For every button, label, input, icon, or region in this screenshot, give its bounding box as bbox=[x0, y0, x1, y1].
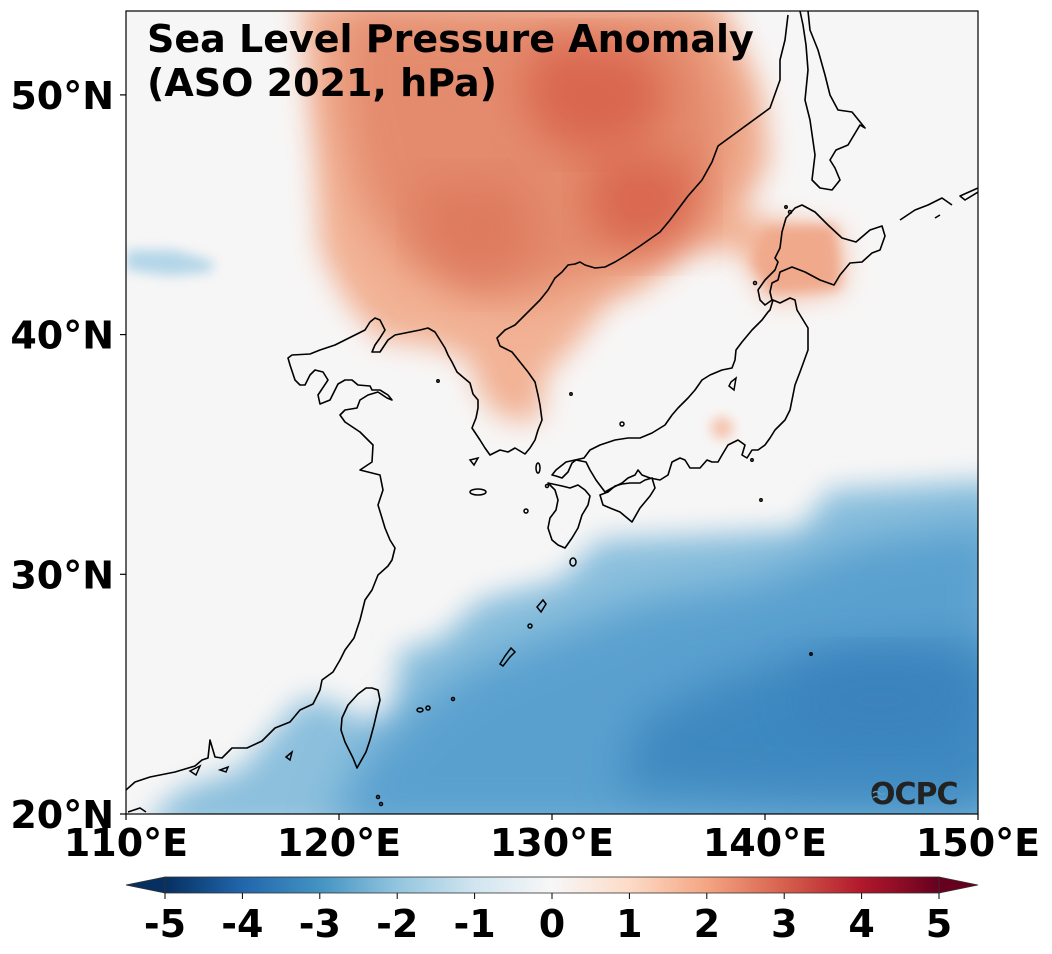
island bbox=[450, 696, 456, 702]
colorbar-ticks: -5 -4 -3 -2 -1 0 1 2 3 4 5 bbox=[144, 893, 952, 946]
y-axis: 20°N 30°N 40°N 50°N bbox=[10, 74, 126, 837]
colorbar-extend-high bbox=[938, 876, 979, 894]
colorbar-extend-low bbox=[125, 876, 166, 894]
island bbox=[436, 379, 440, 383]
island bbox=[544, 483, 550, 489]
island bbox=[523, 508, 529, 514]
island-hongkong bbox=[284, 749, 294, 762]
island-rebun bbox=[787, 209, 793, 215]
island bbox=[809, 652, 813, 656]
colorbar-tick-label: 4 bbox=[848, 902, 874, 946]
island-amami bbox=[536, 598, 547, 614]
coastline-china-korea-mainland bbox=[126, 14, 789, 791]
island-okinawa bbox=[498, 646, 517, 668]
island bbox=[375, 794, 381, 800]
island bbox=[468, 456, 480, 467]
island bbox=[759, 498, 763, 502]
y-tick-label: 30°N bbox=[10, 553, 114, 597]
ocpc-logo: OCPC bbox=[870, 777, 959, 812]
island-sado bbox=[728, 376, 738, 392]
island bbox=[527, 623, 533, 629]
x-axis: 110°E 120°E 130°E 140°E 150°E bbox=[64, 814, 1040, 865]
ocpc-logo-wave-icon bbox=[872, 790, 886, 801]
island bbox=[188, 764, 202, 777]
positive-anomaly-core-2 bbox=[585, 150, 700, 255]
island bbox=[378, 801, 384, 807]
colorbar-tick-label: 2 bbox=[694, 902, 720, 946]
x-tick-label: 120°E bbox=[277, 821, 401, 865]
positive-anomaly-field bbox=[301, 11, 842, 439]
coastlines bbox=[126, 11, 978, 813]
island-tsushima bbox=[535, 462, 541, 474]
small-islands bbox=[127, 205, 813, 813]
colorbar-tick-label: -1 bbox=[453, 902, 495, 946]
coastline-kuril-islands bbox=[899, 187, 978, 221]
coastline-taiwan bbox=[340, 687, 381, 769]
colorbar-tick-label: -5 bbox=[144, 902, 186, 946]
x-tick-label: 150°E bbox=[916, 821, 1040, 865]
x-tick-label: 130°E bbox=[490, 821, 614, 865]
island bbox=[569, 392, 573, 396]
map-title-line2: (ASO 2021, hPa) bbox=[147, 61, 497, 105]
island-miyako bbox=[416, 707, 424, 713]
y-tick-label: 50°N bbox=[10, 74, 114, 118]
honshu-positive-spot bbox=[711, 417, 733, 439]
island-okushiri bbox=[752, 280, 758, 286]
colorbar-tick-label: 5 bbox=[926, 902, 952, 946]
y-tick-label: 40°N bbox=[10, 314, 114, 358]
coastline-honshu bbox=[551, 297, 809, 493]
island bbox=[750, 458, 754, 462]
ocpc-logo-text: OCPC bbox=[870, 777, 958, 812]
colorbar-tick-label: 3 bbox=[771, 902, 797, 946]
coastline-kyushu bbox=[547, 482, 591, 549]
map-title-line1: Sea Level Pressure Anomaly bbox=[147, 17, 754, 61]
negative-anomaly-peak bbox=[790, 655, 970, 745]
colorbar-tick-label: 1 bbox=[616, 902, 642, 946]
island bbox=[217, 765, 230, 773]
west-edge-negative-anomaly bbox=[126, 250, 215, 276]
island-yakushima bbox=[569, 557, 577, 567]
y-tick-label: 20°N bbox=[10, 793, 114, 837]
colorbar-bar bbox=[164, 876, 940, 894]
negative-anomaly-field bbox=[126, 250, 978, 814]
island-hainan-edge bbox=[127, 807, 147, 813]
positive-anomaly-core-3 bbox=[420, 180, 540, 290]
plot-area: Sea Level Pressure Anomaly (ASO 2021, hP… bbox=[126, 11, 978, 814]
colorbar: -5 -4 -3 -2 -1 0 1 2 3 4 5 bbox=[125, 876, 979, 946]
colorbar-tick-label: -3 bbox=[299, 902, 341, 946]
coastline-sakhalin bbox=[799, 11, 866, 191]
island bbox=[425, 705, 431, 711]
positive-anomaly-core-1 bbox=[520, 40, 670, 150]
island-jeju bbox=[469, 488, 487, 496]
coastline-shikoku bbox=[599, 477, 656, 523]
colorbar-tick-label: -4 bbox=[221, 902, 263, 946]
x-tick-label: 110°E bbox=[64, 821, 188, 865]
x-tick-label: 140°E bbox=[703, 821, 827, 865]
colorbar-tick-label: -2 bbox=[376, 902, 418, 946]
hokkaido-positive-anomaly bbox=[752, 225, 840, 292]
colorbar-tick-label: 0 bbox=[539, 902, 565, 946]
island-rishiri bbox=[784, 205, 788, 209]
island-oki bbox=[619, 421, 625, 427]
coastline-hokkaido bbox=[757, 204, 886, 306]
